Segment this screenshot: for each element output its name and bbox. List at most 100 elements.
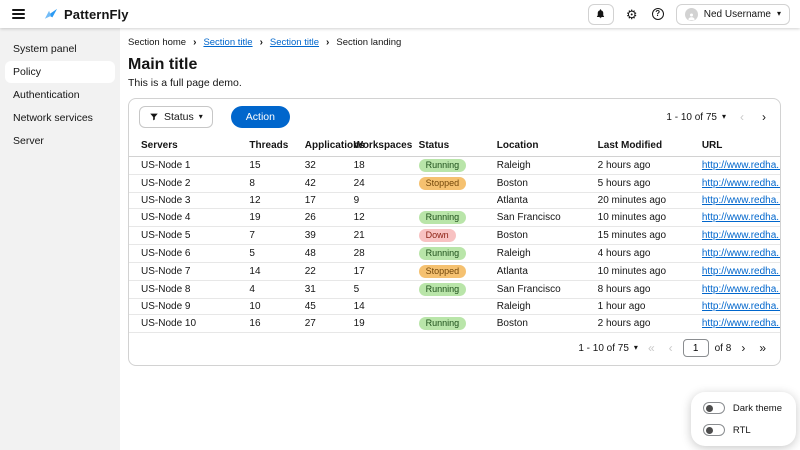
page-subtitle: This is a full page demo.	[128, 77, 242, 89]
toolbar: Status ▾ Action 1 - 10 of 75 ▾ ‹ ›	[129, 99, 780, 135]
servers-table: Servers Threads Applications Workspaces …	[129, 135, 780, 333]
cell-location: Raleigh	[496, 298, 598, 315]
person-icon	[688, 13, 695, 20]
user-menu-button[interactable]: Ned Username ▾	[675, 3, 790, 25]
cell-server: US-Node 9	[129, 298, 250, 315]
table-row: US-Node 6 5 48 28 Running Raleigh 4 hours ago h…	[129, 244, 780, 263]
rtl-toggle[interactable]	[702, 424, 725, 436]
help-button[interactable]: ?	[650, 6, 666, 22]
cell-url: http://www.redha...	[701, 280, 780, 299]
notifications-button[interactable]	[587, 3, 614, 25]
url-link[interactable]: http://www.redha...	[701, 195, 780, 206]
pagination-range-dropdown[interactable]: 1 - 10 of 75 ▾	[666, 112, 726, 123]
last-page-button[interactable]: »	[755, 342, 770, 354]
sidebar-item-network-services[interactable]: Network services	[13, 112, 93, 124]
pagination-top: 1 - 10 of 75 ▾ ‹ ›	[666, 111, 770, 123]
cell-status: Running	[418, 314, 497, 333]
gear-icon: ⚙	[625, 6, 638, 22]
help-icon: ?	[651, 8, 664, 20]
cell-location: Atlanta	[496, 192, 598, 209]
url-link[interactable]: http://www.redha...	[701, 284, 780, 295]
pagination-range-dropdown[interactable]: 1 - 10 of 75 ▾	[578, 343, 638, 354]
cell-threads: 16	[249, 314, 305, 333]
url-link[interactable]: http://www.redha...	[701, 248, 780, 259]
dark-theme-label: Dark theme	[732, 402, 782, 414]
status-filter-dropdown[interactable]: Status ▾	[139, 106, 213, 128]
chevron-down-icon: ▾	[198, 112, 203, 121]
chevron-down-icon: ▾	[776, 9, 781, 18]
rtl-label: RTL	[732, 424, 751, 436]
dark-theme-toggle[interactable]	[702, 402, 725, 414]
cell-location: Boston	[496, 174, 598, 193]
cell-workspaces: 19	[353, 314, 419, 333]
cell-status: Down	[418, 226, 497, 245]
breadcrumb-item: Section home	[128, 37, 187, 48]
theme-panel: Dark theme RTL	[690, 392, 796, 446]
status-badge: Running	[418, 159, 467, 172]
cell-url: http://www.redha...	[701, 226, 780, 245]
sidebar-item-server[interactable]: Server	[13, 135, 44, 147]
rtl-row: RTL	[702, 424, 782, 436]
col-header-workspaces: Workspaces	[353, 135, 419, 157]
cell-url: http://www.redha...	[701, 298, 780, 315]
cell-location: Boston	[496, 314, 598, 333]
cell-threads: 10	[249, 298, 305, 315]
cell-server: US-Node 8	[129, 280, 250, 299]
cell-applications: 32	[304, 156, 354, 175]
settings-button[interactable]: ⚙	[624, 6, 640, 22]
url-link[interactable]: http://www.redha...	[701, 318, 780, 329]
status-badge: Stopped	[418, 265, 467, 278]
cell-workspaces: 12	[353, 208, 419, 227]
cell-status: Stopped	[418, 174, 497, 193]
sidebar-item-policy[interactable]: Policy	[5, 61, 115, 83]
cell-server: US-Node 2	[129, 174, 250, 193]
url-link[interactable]: http://www.redha...	[701, 160, 780, 171]
masthead-actions: ⚙ ? Ned Username ▾	[587, 3, 790, 25]
cell-modified: 5 hours ago	[597, 174, 702, 193]
breadcrumb-link[interactable]: Section title	[269, 37, 320, 48]
table-body: US-Node 1 15 32 18 Running Raleigh 2 hours ago…	[129, 156, 780, 333]
url-link[interactable]: http://www.redha...	[701, 266, 780, 277]
col-header-status: Status	[418, 135, 497, 157]
url-link[interactable]: http://www.redha...	[701, 178, 780, 189]
breadcrumb-link[interactable]: Section title	[203, 37, 253, 48]
cell-workspaces: 28	[353, 244, 419, 263]
nav-toggle-hamburger-icon[interactable]	[12, 7, 25, 21]
col-header-url: URL	[701, 135, 780, 157]
cell-workspaces: 17	[353, 262, 419, 281]
next-page-button[interactable]: ›	[758, 111, 770, 123]
cell-server: US-Node 6	[129, 244, 250, 263]
col-header-threads: Threads	[249, 135, 305, 157]
breadcrumb: Section home › Section title › Section t…	[128, 38, 781, 48]
cell-workspaces: 24	[353, 174, 419, 193]
sidebar-item-authentication[interactable]: Authentication	[13, 89, 80, 101]
cell-location: San Francisco	[496, 280, 598, 299]
cell-modified: 2 hours ago	[597, 314, 702, 333]
sidebar-item-system-panel[interactable]: System panel	[13, 43, 77, 55]
cell-server: US-Node 7	[129, 262, 250, 281]
url-link[interactable]: http://www.redha...	[701, 301, 780, 312]
url-link[interactable]: http://www.redha...	[701, 230, 780, 241]
sidebar-nav: System panel Policy Authentication Netwo…	[0, 28, 120, 450]
prev-page-button[interactable]: ‹	[736, 111, 748, 123]
chevron-right-icon: ›	[193, 37, 197, 48]
cell-workspaces: 18	[353, 156, 419, 175]
cell-server: US-Node 5	[129, 226, 250, 245]
cell-url: http://www.redha...	[701, 156, 780, 175]
content-card: Status ▾ Action 1 - 10 of 75 ▾ ‹ ›	[128, 98, 781, 366]
first-page-button[interactable]: «	[644, 342, 659, 354]
main-content: Section home › Section title › Section t…	[120, 28, 800, 450]
cell-url: http://www.redha...	[701, 208, 780, 227]
action-button[interactable]: Action	[230, 106, 290, 128]
table-row: US-Node 5 7 39 21 Down Boston 15 minutes ago ht…	[129, 226, 780, 245]
current-page-input[interactable]	[682, 339, 709, 357]
next-page-button[interactable]: ›	[737, 342, 749, 354]
table-row: US-Node 4 19 26 12 Running San Francisco 10 mi…	[129, 208, 780, 227]
cell-threads: 7	[249, 226, 305, 245]
cell-applications: 45	[304, 298, 354, 315]
cell-applications: 17	[304, 192, 354, 209]
pagination-range-label: 1 - 10 of 75	[666, 111, 717, 123]
cell-status: Running	[418, 156, 497, 175]
prev-page-button[interactable]: ‹	[665, 342, 677, 354]
url-link[interactable]: http://www.redha...	[701, 212, 780, 223]
